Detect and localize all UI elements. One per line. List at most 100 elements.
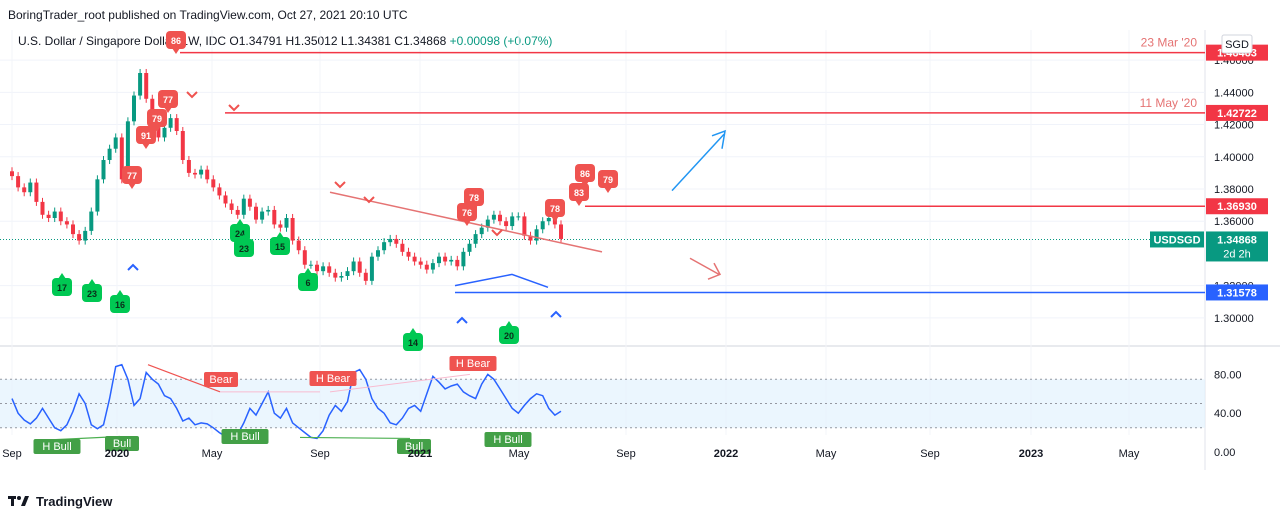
candle-body xyxy=(211,179,216,188)
bear-divergence-marker: Bear xyxy=(204,372,238,387)
candle xyxy=(498,210,502,226)
divergence-label: H Bull xyxy=(493,434,522,446)
current-price-tag xyxy=(1206,231,1268,262)
candle xyxy=(437,252,441,268)
candle xyxy=(455,255,460,271)
candle xyxy=(504,217,509,231)
candle-body xyxy=(382,242,387,251)
candle xyxy=(467,239,472,256)
x-tick-label: 2022 xyxy=(714,448,738,460)
candle-body xyxy=(52,211,57,218)
bullish-signal-label: 17 xyxy=(57,283,67,293)
divergence-label: Bear xyxy=(209,374,233,386)
candle xyxy=(174,114,179,136)
candle xyxy=(119,133,124,184)
footer: TradingView xyxy=(8,490,112,512)
candle-body xyxy=(89,211,94,231)
candle-body xyxy=(491,214,496,220)
x-tick-label: Sep xyxy=(310,448,330,460)
candle-body xyxy=(296,240,301,251)
resistance-price-tag xyxy=(1206,198,1268,215)
bullish-signal-label: 20 xyxy=(504,331,514,341)
candle-body xyxy=(125,121,130,180)
candle-body xyxy=(388,238,393,243)
footer-brand: TradingView xyxy=(36,493,113,509)
candle xyxy=(400,239,405,256)
candle xyxy=(315,260,319,276)
bull-divergence-marker: H Bull xyxy=(33,439,81,454)
bullish-signal-label: 14 xyxy=(408,338,418,348)
candle xyxy=(260,207,265,224)
bullish-signal-marker: 23 xyxy=(82,279,102,302)
candle-body xyxy=(406,251,411,257)
y-tick-label: 1.42000 xyxy=(1214,120,1254,132)
candle xyxy=(412,252,417,266)
candle-body xyxy=(278,224,283,228)
bullish-signal-pointer xyxy=(236,219,244,225)
candle xyxy=(223,191,228,208)
bearish-signal-pointer xyxy=(604,187,612,193)
candle-body xyxy=(58,211,63,222)
divergence-label: H Bull xyxy=(42,441,71,453)
bull-divergence-line xyxy=(299,436,411,440)
candle xyxy=(132,91,136,126)
candle-body xyxy=(443,256,448,262)
candle xyxy=(266,205,271,216)
candle xyxy=(327,262,332,277)
tradingview-logo-icon xyxy=(8,496,29,506)
candle-body xyxy=(101,160,106,180)
candle xyxy=(107,144,112,165)
candle xyxy=(241,194,246,219)
bearish-signal-marker: 83 xyxy=(569,183,589,206)
candle xyxy=(516,212,521,221)
candle xyxy=(28,178,33,197)
resistance-date-label: 11 May '20 xyxy=(1140,96,1198,110)
candle xyxy=(357,257,362,277)
publisher-line: BoringTrader_root published on TradingVi… xyxy=(8,8,408,22)
bullish-signal-pointer xyxy=(409,328,417,334)
candle-body xyxy=(333,272,338,278)
candle-body xyxy=(369,256,374,281)
candle-body xyxy=(321,266,326,272)
bearish-signal-bubble xyxy=(575,164,595,182)
y-tick-label: 1.40000 xyxy=(1214,152,1254,164)
currency-badge[interactable] xyxy=(1221,34,1253,54)
bull-divergence-marker: Bull xyxy=(105,436,139,451)
candle-body xyxy=(485,219,490,228)
divergence-badge xyxy=(221,429,269,444)
rsi-tick-label: 80.00 xyxy=(1214,369,1242,381)
x-tick-label: 2020 xyxy=(105,448,129,460)
divergence-badge xyxy=(204,372,238,387)
chevron-up-icon xyxy=(550,310,562,318)
candle xyxy=(83,226,88,245)
candle-body xyxy=(284,218,289,228)
resistance-price-label: 1.36930 xyxy=(1217,201,1257,213)
bullish-signal-label: 6 xyxy=(305,278,310,288)
ohlc-change: +0.00098 (+0.07%) xyxy=(449,34,553,48)
candle xyxy=(406,247,411,261)
support-price-tag xyxy=(1206,284,1268,301)
chevron-down-icon xyxy=(228,104,240,112)
y-tick-label: 1.44000 xyxy=(1214,87,1254,99)
publish-header: BoringTrader_root published on TradingVi… xyxy=(0,0,1280,30)
bearish-signal-label: 77 xyxy=(127,171,137,181)
candle-body xyxy=(83,230,88,241)
bullish-signal-bubble xyxy=(110,295,130,313)
candle xyxy=(418,257,423,269)
chevron-down-icon xyxy=(186,91,198,99)
bearish-signal-label: 78 xyxy=(469,193,479,203)
candle-body xyxy=(522,216,527,236)
candle xyxy=(138,68,143,100)
countdown-label: 2d 2h xyxy=(1223,248,1251,260)
candle-body xyxy=(363,272,368,281)
x-tick-label: May xyxy=(202,448,223,460)
bullish-signal-marker: 6 xyxy=(298,268,318,291)
bearish-signal-label: 91 xyxy=(141,131,151,141)
candle xyxy=(296,236,301,255)
bearish-signal-pointer xyxy=(581,181,589,187)
candle-body xyxy=(461,251,466,267)
bull-divergence-marker: H Bull xyxy=(221,429,269,444)
divergence-badge xyxy=(105,436,139,451)
candle-body xyxy=(394,238,399,244)
